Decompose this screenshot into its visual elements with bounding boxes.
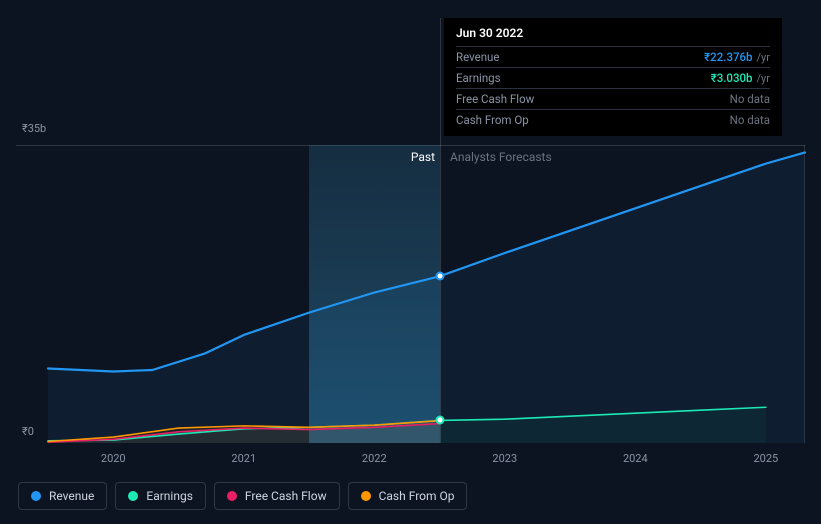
tooltip-date: Jun 30 2022 bbox=[456, 26, 770, 46]
tooltip-row: Free Cash Flow No data bbox=[456, 88, 770, 109]
legend-label: Earnings bbox=[146, 489, 193, 503]
chart-tooltip: Jun 30 2022 Revenue ₹22.376b/yr Earnings ₹3… bbox=[444, 18, 782, 136]
tooltip-row-value: ₹22.376b bbox=[704, 50, 752, 64]
tooltip-row-label: Earnings bbox=[456, 71, 501, 85]
chart-marker bbox=[435, 416, 444, 425]
x-axis-label: 2023 bbox=[492, 452, 517, 465]
tooltip-row-unit: /yr bbox=[757, 51, 770, 64]
legend-label: Cash From Op bbox=[379, 489, 455, 503]
tooltip-row-label: Cash From Op bbox=[456, 113, 529, 127]
legend-item-fcf[interactable]: Free Cash Flow bbox=[214, 482, 340, 510]
legend-swatch bbox=[227, 491, 237, 501]
chart-marker bbox=[435, 272, 444, 281]
tooltip-row-unit: /yr bbox=[757, 72, 770, 85]
tooltip-row-label: Free Cash Flow bbox=[456, 92, 534, 106]
chart-legend: Revenue Earnings Free Cash Flow Cash From O… bbox=[18, 482, 467, 510]
x-axis-label: 2025 bbox=[753, 452, 778, 465]
legend-swatch bbox=[361, 491, 371, 501]
legend-label: Free Cash Flow bbox=[245, 489, 327, 503]
region-label-past: Past bbox=[411, 150, 435, 164]
financials-forecast-chart: ₹0 ₹35b 2020 2021 2022 2023 2024 2025 Past An… bbox=[0, 0, 821, 524]
x-axis-label: 2024 bbox=[623, 452, 648, 465]
x-axis-label: 2021 bbox=[231, 452, 256, 465]
tooltip-row-value: ₹3.030b bbox=[711, 71, 753, 85]
x-axis-label: 2022 bbox=[362, 452, 387, 465]
region-label-forecast: Analysts Forecasts bbox=[450, 150, 552, 164]
tooltip-row-label: Revenue bbox=[456, 50, 500, 64]
tooltip-row: Revenue ₹22.376b/yr bbox=[456, 46, 770, 67]
legend-item-cfo[interactable]: Cash From Op bbox=[348, 482, 468, 510]
legend-item-revenue[interactable]: Revenue bbox=[18, 482, 107, 510]
tooltip-row-nodata: No data bbox=[730, 92, 770, 106]
legend-swatch bbox=[128, 491, 138, 501]
x-axis-label: 2020 bbox=[101, 452, 126, 465]
legend-label: Revenue bbox=[49, 489, 94, 503]
y-axis-label-35b: ₹35b bbox=[22, 122, 46, 135]
legend-item-earnings[interactable]: Earnings bbox=[115, 482, 206, 510]
tooltip-row: Cash From Op No data bbox=[456, 109, 770, 130]
tooltip-row: Earnings ₹3.030b/yr bbox=[456, 67, 770, 88]
past-forecast-divider bbox=[440, 18, 441, 443]
tooltip-row-nodata: No data bbox=[730, 113, 770, 127]
y-axis-label-0: ₹0 bbox=[22, 425, 34, 438]
legend-swatch bbox=[31, 491, 41, 501]
